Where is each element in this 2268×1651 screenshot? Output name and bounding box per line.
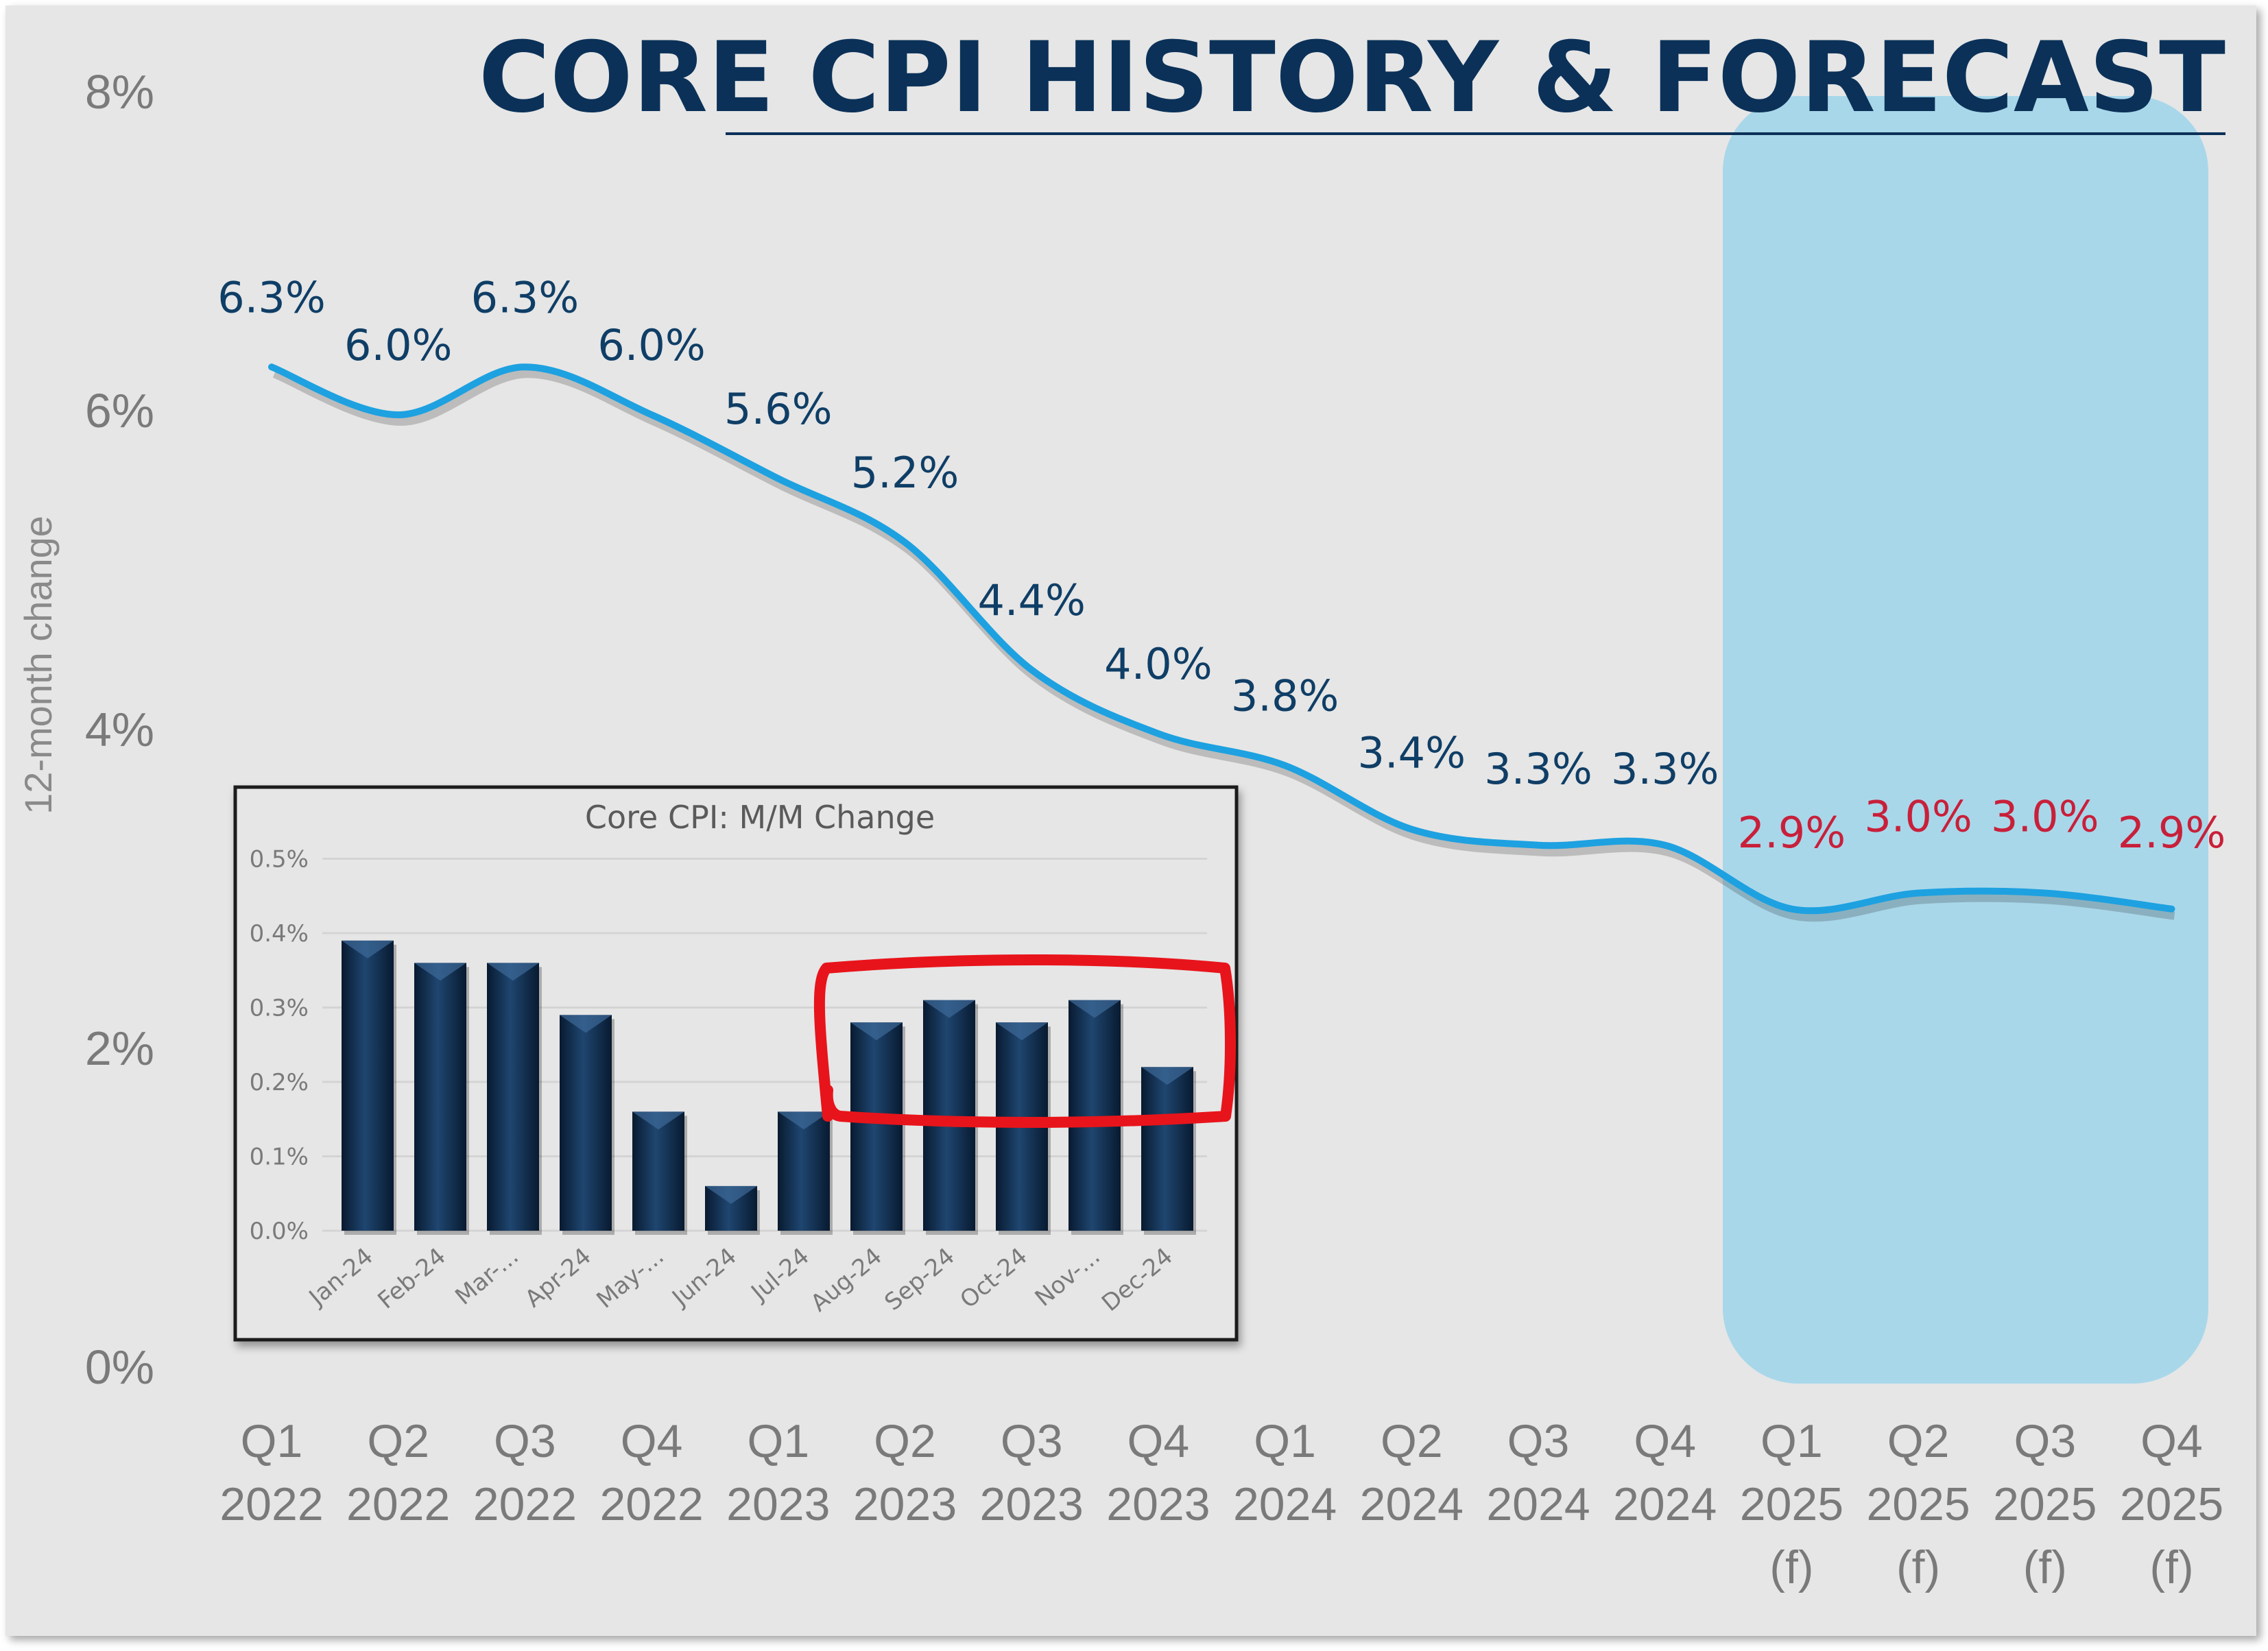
inset-bar-cap [632,1111,684,1130]
data-label: 3.4% [1358,728,1466,778]
data-label: 2.9% [2118,808,2226,858]
inset-bar [560,1015,612,1231]
x-tick-label: Q3 2025 (f) [1993,1415,2097,1593]
data-label: 6.3% [471,272,580,322]
data-label: 4.0% [1104,639,1213,689]
inset-gridlines [322,858,1207,1232]
data-label: 6.0% [597,320,706,370]
x-tick-label: Q3 2024 [1486,1415,1590,1530]
inset-bar [487,963,539,1231]
inset-y-tick-label: 0.4% [250,920,309,948]
inset-bar-cap [342,940,394,959]
inset-bar-cap [560,1015,612,1033]
inset-bar-cap [923,1000,975,1018]
data-label: 5.2% [851,448,959,498]
series-line-shadow [272,370,2175,922]
x-tick-label: Q3 2022 [473,1415,577,1530]
inset-bar [1069,1000,1121,1231]
data-label: 3.8% [1231,671,1339,721]
inset-bar-cap [850,1022,903,1041]
x-tick-label: Q4 2023 [1106,1415,1210,1530]
inset-bar [414,963,466,1231]
x-tick-label: Q3 2023 [980,1415,1084,1530]
x-tick-label: Q2 2022 [346,1415,450,1530]
inset-y-tick-label: 0.0% [250,1218,309,1245]
data-label: 5.6% [724,384,833,434]
x-tick-label: Q2 2025 (f) [1866,1415,1970,1593]
data-label: 3.3% [1611,744,1719,794]
x-tick-label: Q1 2023 [726,1415,830,1530]
x-tick-label: Q4 2025 (f) [2120,1415,2223,1593]
inset-bar-cap [487,963,539,981]
data-labels: 6.3% 6.0% 6.3% 6.0% 5.6% 5.2% 4.4% 4.0% 3.8% 3.4%… [217,272,2225,858]
inset-bar-cap [778,1111,830,1130]
inset-bar [1141,1067,1193,1231]
data-label: 3.0% [1864,792,1972,842]
inset-chart: Core CPI: M/M Change 0.0% 0.1% 0.2% 0.3% 0.4… [233,785,1239,1342]
x-tick-label: Q1 2024 [1233,1415,1337,1530]
x-tick-label: Q1 2025 (f) [1740,1415,1843,1593]
series-line-group [268,363,2175,922]
inset-bar [778,1111,830,1231]
x-tick-label: Q1 2022 [219,1415,323,1530]
data-label: 2.9% [1738,808,1846,858]
inset-y-tick-label: 0.1% [250,1144,309,1171]
inset-bar-cap [414,963,466,981]
y-axis-ticks: 0% 2% 4% 6% 8% [85,65,154,1394]
y-tick-label: 4% [85,703,154,756]
data-label: 4.4% [977,575,1086,625]
y-axis-label: 12-month change [16,516,60,815]
inset-bar [850,1022,903,1231]
series-line [268,363,2175,915]
x-tick-label: Q4 2024 [1613,1415,1717,1530]
y-tick-label: 2% [85,1022,154,1075]
forecast-band [1723,96,2208,1384]
inset-bar-cap [1069,1000,1121,1018]
inset-bar-cap [705,1185,757,1204]
y-tick-label: 6% [85,384,154,437]
data-label: 3.0% [1991,792,2099,842]
inset-bar-cap [996,1022,1048,1041]
inset-bar-cap [1141,1067,1193,1085]
inset-y-tick-label: 0.2% [250,1069,309,1096]
y-tick-label: 0% [85,1340,154,1394]
x-tick-label: Q4 2022 [599,1415,703,1530]
data-label: 3.3% [1484,744,1592,794]
inset-y-tick-label: 0.3% [250,995,309,1022]
inset-bar [632,1111,684,1231]
x-tick-label: Q2 2023 [853,1415,957,1530]
inset-bar [342,940,394,1231]
data-label: 6.3% [217,272,326,322]
x-tick-label: Q2 2024 [1360,1415,1464,1530]
chart-title: CORE CPI HISTORY & FORECAST [479,21,2225,134]
data-label: 6.0% [344,320,453,370]
inset-y-tick-label: 0.5% [250,846,309,873]
inset-title: Core CPI: M/M Change [585,799,935,836]
inset-y-ticks: 0.0% 0.1% 0.2% 0.3% 0.4% 0.5% [250,846,309,1246]
highlight-marker [813,954,1237,1128]
y-tick-label: 8% [85,65,154,119]
